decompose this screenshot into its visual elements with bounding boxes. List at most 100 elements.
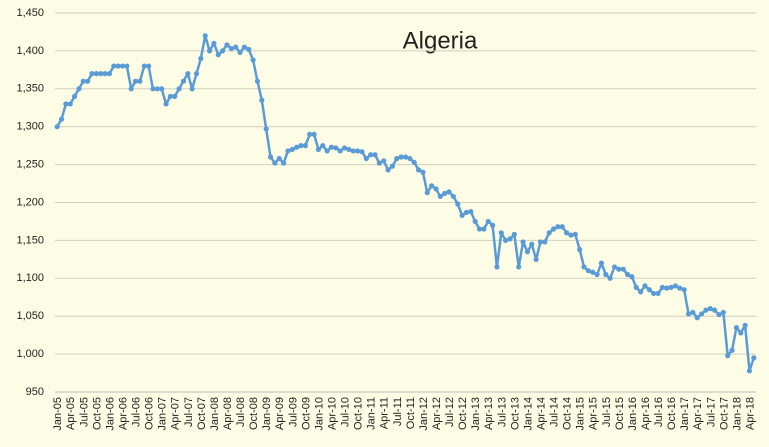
data-point — [202, 33, 208, 39]
y-tick-label: 1,200 — [16, 196, 44, 208]
data-point — [124, 63, 130, 69]
data-point — [738, 330, 744, 336]
data-point — [67, 101, 73, 107]
x-tick-label: Apr-09 — [274, 397, 286, 430]
x-tick-label: Apr-18 — [744, 397, 756, 430]
data-point — [489, 222, 496, 228]
data-point — [298, 143, 304, 149]
data-point — [703, 307, 709, 313]
data-point — [241, 44, 248, 50]
data-point — [503, 237, 509, 243]
data-point — [537, 239, 544, 245]
x-tick-label: Oct-14 — [562, 397, 574, 430]
data-point — [624, 271, 631, 278]
x-tick-label: Oct-08 — [248, 397, 260, 430]
data-point — [98, 71, 104, 77]
data-point — [211, 40, 217, 46]
data-point — [507, 236, 513, 242]
x-tick-label: Jul-05 — [78, 397, 90, 427]
data-point — [725, 353, 731, 359]
data-point — [324, 148, 330, 154]
x-tick-label: Apr-16 — [640, 397, 652, 430]
data-point — [581, 264, 587, 270]
x-tick-label: Jan-16 — [627, 397, 639, 431]
data-point — [180, 78, 187, 84]
x-tick-label: Jul-12 — [444, 397, 456, 427]
data-point — [346, 146, 352, 153]
data-point — [672, 283, 679, 289]
data-point — [716, 312, 722, 318]
data-point — [215, 52, 221, 58]
data-point — [611, 264, 618, 270]
data-point — [729, 347, 735, 353]
x-tick-label: Jul-17 — [705, 397, 717, 427]
x-tick-label: Apr-13 — [483, 397, 495, 430]
data-point — [76, 86, 82, 92]
x-tick-label: Apr-05 — [65, 397, 77, 430]
x-tick-label: Oct-06 — [144, 397, 156, 430]
x-tick-label: Oct-15 — [614, 397, 626, 430]
data-point — [733, 324, 740, 331]
data-point — [54, 124, 60, 130]
data-point — [137, 78, 143, 84]
data-point — [337, 148, 343, 154]
data-point — [450, 193, 456, 200]
y-tick-label: 1,250 — [16, 159, 44, 171]
data-point — [424, 190, 430, 196]
data-point — [398, 154, 404, 160]
data-point — [246, 46, 252, 52]
data-point — [402, 154, 409, 160]
data-point — [646, 287, 652, 293]
data-point — [233, 44, 239, 50]
data-point — [315, 146, 322, 153]
data-point — [263, 126, 269, 132]
data-point — [712, 307, 718, 313]
data-point — [668, 284, 674, 290]
data-point — [146, 63, 152, 69]
data-point — [533, 256, 539, 262]
x-tick-label: Oct-17 — [718, 397, 730, 430]
data-point — [616, 266, 622, 272]
data-point — [163, 101, 169, 107]
data-point — [267, 154, 274, 160]
data-point — [529, 241, 535, 247]
data-point — [385, 167, 391, 173]
data-point — [132, 78, 139, 84]
y-tick-label: 1,450 — [16, 7, 44, 19]
data-point — [694, 315, 700, 321]
x-tick-label: Oct-09 — [300, 397, 312, 430]
data-point — [302, 143, 308, 149]
data-point — [685, 311, 692, 317]
data-point — [71, 93, 78, 99]
data-point — [459, 212, 465, 218]
data-point — [363, 155, 369, 162]
data-point — [603, 271, 609, 278]
x-tick-label: Oct-11 — [405, 397, 417, 429]
x-tick-label: Jan-17 — [679, 397, 691, 431]
x-tick-label: Jul-13 — [496, 397, 508, 427]
x-tick-label: Jul-06 — [131, 397, 143, 427]
data-point — [559, 224, 565, 230]
y-tick-label: 1,350 — [16, 83, 44, 95]
data-point — [463, 209, 470, 215]
data-point — [119, 63, 126, 69]
data-point — [89, 71, 95, 77]
x-tick-label: Apr-12 — [431, 397, 443, 430]
x-tick-label: Jan-10 — [313, 397, 325, 431]
data-point — [442, 190, 448, 197]
data-point — [707, 306, 713, 312]
data-point — [572, 231, 578, 237]
x-tick-label: Jan-07 — [157, 397, 169, 431]
data-point — [150, 86, 156, 92]
x-tick-label: Jan-05 — [52, 397, 64, 431]
data-point — [659, 284, 665, 290]
x-tick-label: Apr-14 — [535, 397, 547, 430]
data-point — [93, 71, 99, 77]
y-tick-label: 1,150 — [16, 234, 44, 246]
x-tick-label: Jan-12 — [418, 397, 430, 431]
x-tick-label: Jan-14 — [522, 397, 534, 431]
data-point — [141, 63, 147, 69]
data-point — [80, 78, 86, 84]
data-point — [311, 131, 317, 137]
data-point — [594, 271, 600, 278]
